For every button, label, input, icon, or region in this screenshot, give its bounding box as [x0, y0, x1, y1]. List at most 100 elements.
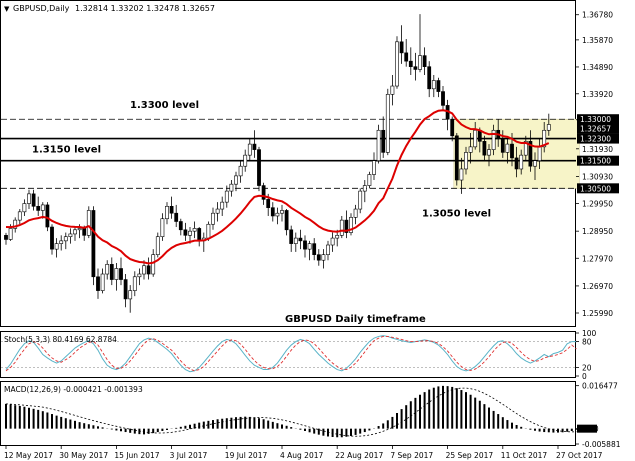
candle: [178, 218, 183, 236]
candle-body-down: [381, 129, 386, 153]
candle-body-down: [50, 226, 54, 250]
candle-body-down: [312, 243, 317, 255]
candle-body-down: [36, 205, 41, 211]
candle: [436, 77, 441, 98]
candle: [344, 210, 349, 239]
candle: [54, 238, 59, 258]
stoch-tick-label: 80: [582, 338, 592, 347]
candle: [155, 232, 160, 258]
candle: [473, 121, 478, 150]
candle: [385, 88, 390, 156]
candle-body-down: [169, 205, 174, 214]
candle: [321, 249, 326, 269]
stoch-tick-label: 20: [582, 363, 592, 372]
candle-body-down: [284, 210, 289, 231]
candle: [293, 232, 298, 252]
candle-body-down: [344, 219, 349, 233]
candle: [50, 224, 54, 255]
candle-body-up: [215, 208, 220, 214]
candle-body-up: [293, 237, 298, 244]
candle-body-up: [206, 223, 211, 239]
candle-body-up: [211, 212, 215, 225]
candle-body-down: [82, 228, 87, 236]
candle-body-up: [330, 237, 335, 246]
candle-body-down: [514, 157, 519, 170]
candle: [280, 204, 284, 222]
candle: [86, 206, 91, 239]
price-tick-label: 1.33920: [582, 90, 613, 99]
candle: [91, 206, 96, 286]
moving-average-line: [5, 109, 550, 265]
candle: [491, 124, 496, 156]
candle-body-up: [128, 290, 133, 300]
candle: [238, 160, 243, 183]
candle-body-down: [261, 185, 266, 200]
candle-body-up: [362, 185, 367, 192]
candle-body-up: [151, 254, 156, 275]
candle: [298, 229, 303, 250]
candle-body-down: [266, 199, 271, 208]
candle: [413, 52, 418, 81]
candle-body-up: [73, 229, 77, 235]
candle-body-up: [353, 208, 358, 218]
candle-body-up: [537, 146, 542, 161]
candle: [339, 215, 344, 239]
candle: [533, 152, 537, 181]
candle: [441, 86, 445, 111]
candle-body-up: [40, 204, 45, 211]
candle: [546, 113, 551, 136]
candle: [229, 180, 234, 197]
macd-layer: 0.0164770.00-0.005881: [5, 382, 621, 449]
candle-body-up: [13, 219, 18, 229]
candle: [169, 196, 174, 219]
candle-body-down: [289, 229, 294, 244]
candle: [96, 268, 100, 299]
candle-body-up: [468, 146, 473, 153]
candle: [160, 213, 165, 241]
moving-average-layer: [5, 109, 550, 265]
candle-body-down: [408, 60, 413, 67]
symbol-menu-icon[interactable]: ▼: [4, 5, 10, 13]
macd-panel-frame: [0, 381, 576, 446]
level-label: 1.3050 level: [422, 208, 491, 219]
candle-body-up: [376, 129, 381, 161]
candle: [312, 238, 317, 261]
candle-body-down: [123, 279, 128, 300]
candle: [431, 74, 436, 98]
candle: [13, 217, 18, 233]
candle: [105, 260, 110, 280]
candle-body-down: [270, 207, 275, 217]
price-tick-label: 1.36780: [582, 11, 613, 20]
candle-body-down: [436, 80, 441, 92]
candle-body-down: [303, 240, 307, 250]
candle: [468, 133, 473, 164]
candle-body-up: [22, 203, 27, 213]
date-tick-label: 3 Jul 2017: [170, 451, 208, 460]
candle-body-up: [459, 168, 464, 181]
candle-body-down: [96, 276, 100, 291]
candle-body-up: [17, 211, 22, 221]
macd-title: MACD(12,26,9) -0.000421 -0.001393: [4, 385, 143, 394]
candle-body-up: [326, 244, 330, 255]
candle-body-down: [413, 66, 418, 70]
candle-body-down: [45, 204, 50, 228]
candle: [100, 268, 105, 294]
candle: [68, 228, 73, 244]
level-price-tag-box: [577, 114, 619, 125]
candle: [404, 39, 409, 67]
candle-body-up: [192, 228, 197, 232]
candle-body-up: [321, 254, 326, 261]
candle-body-up: [349, 217, 353, 233]
candle: [114, 262, 119, 291]
candle: [399, 25, 404, 64]
candle: [408, 47, 413, 75]
candle: [395, 36, 399, 89]
price-tick-label: 1.35870: [582, 36, 613, 45]
candle-body-up: [105, 264, 110, 275]
candle: [45, 202, 50, 232]
candle-body-up: [247, 143, 252, 156]
price-tick-label: 1.28950: [582, 227, 613, 236]
